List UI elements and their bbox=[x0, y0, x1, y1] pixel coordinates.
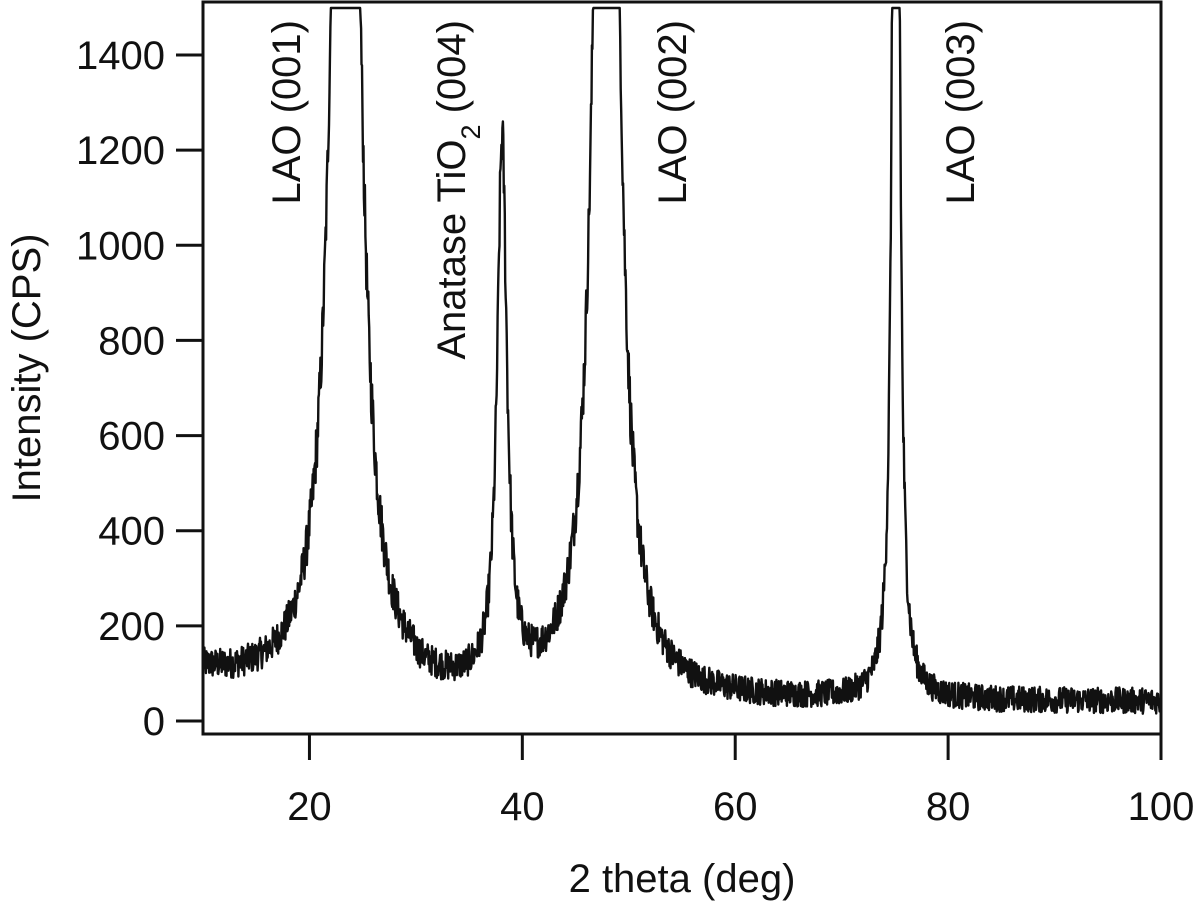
y-tick-label: 1400 bbox=[76, 34, 165, 78]
y-tick-label: 800 bbox=[98, 319, 165, 363]
y-tick-label: 0 bbox=[143, 700, 165, 744]
peak-label-anatase-main: Anatase TiO bbox=[430, 140, 474, 360]
peak-label-anatase-tail: (004) bbox=[430, 20, 474, 125]
y-tick-label: 1200 bbox=[76, 129, 165, 173]
x-tick-label: 40 bbox=[500, 785, 545, 829]
x-tick-label: 20 bbox=[287, 785, 332, 829]
x-axis-label: 2 theta (deg) bbox=[569, 857, 796, 901]
peak-label-lao-003: LAO (003) bbox=[939, 20, 983, 205]
y-tick-label: 1000 bbox=[76, 224, 165, 268]
plot-frame bbox=[201, 0, 1163, 736]
x-tick-label: 100 bbox=[1128, 785, 1195, 829]
peak-label-anatase-sub: 2 bbox=[456, 125, 486, 140]
y-tick-label: 600 bbox=[98, 415, 165, 459]
y-tick-label: 400 bbox=[98, 510, 165, 554]
xrd-trace bbox=[201, 6, 1162, 715]
peak-label-anatase-004: Anatase TiO2 (004) bbox=[430, 20, 486, 360]
trace-layer bbox=[201, 6, 1162, 715]
peak-label-lao-002: LAO (002) bbox=[651, 20, 695, 205]
x-tick-label: 60 bbox=[713, 785, 758, 829]
x-tick-label: 80 bbox=[926, 785, 971, 829]
y-axis-label: Intensity (CPS) bbox=[5, 234, 49, 503]
peak-label-lao-001: LAO (001) bbox=[265, 20, 309, 205]
y-tick-label: 200 bbox=[98, 605, 165, 649]
